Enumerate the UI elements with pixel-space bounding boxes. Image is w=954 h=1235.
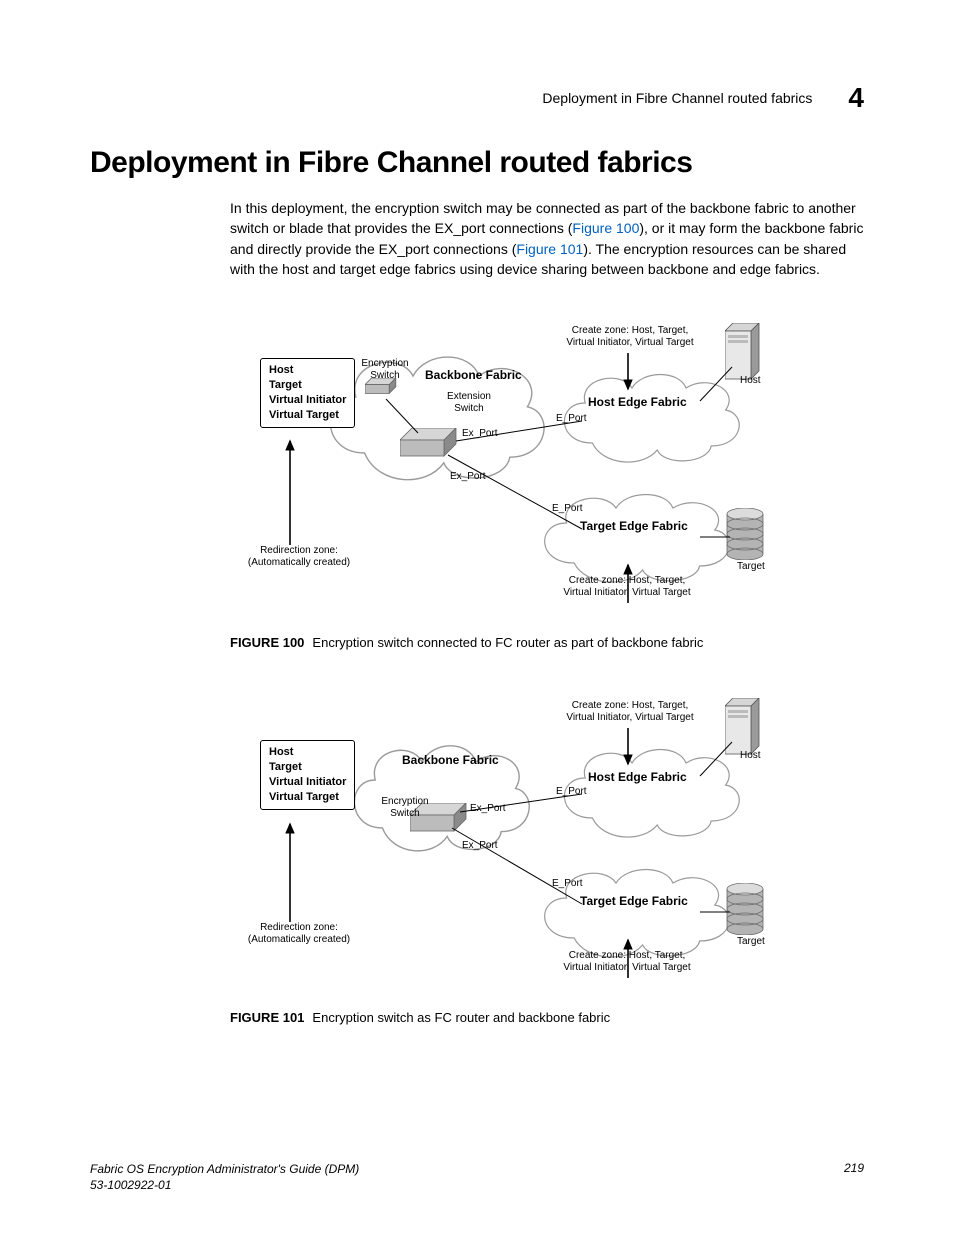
diagram-label: Host xyxy=(740,375,761,386)
diagram-label: EncryptionSwitch xyxy=(378,796,432,819)
figure-100-diagram: HostTargetVirtual InitiatorVirtual Targe… xyxy=(230,313,770,613)
diagram-label: Host xyxy=(740,750,761,761)
footer-left: Fabric OS Encryption Administrator's Gui… xyxy=(90,1161,359,1193)
diagram-label: E_Port xyxy=(556,786,587,797)
diagram-label: Redirection zone:(Automatically created) xyxy=(234,545,364,568)
figure-101-link[interactable]: Figure 101 xyxy=(516,241,583,257)
figure-100-text: Encryption switch connected to FC router… xyxy=(312,635,703,650)
page-footer: Fabric OS Encryption Administrator's Gui… xyxy=(90,1161,864,1193)
chapter-number: 4 xyxy=(848,82,864,114)
diagram-label: Backbone Fabric xyxy=(402,753,499,767)
diagram-label: Create zone: Host, Target,Virtual Initia… xyxy=(555,700,705,723)
diagram-label: E_Port xyxy=(552,878,583,889)
diagram-label: Target xyxy=(737,936,765,947)
figure-101-diagram: HostTargetVirtual InitiatorVirtual Targe… xyxy=(230,698,770,988)
diagram-label: Target Edge Fabric xyxy=(580,894,688,908)
diagram-label: Backbone Fabric xyxy=(425,368,522,382)
section-title: Deployment in Fibre Channel routed fabri… xyxy=(90,146,864,180)
figure-100-block: HostTargetVirtual InitiatorVirtual Targe… xyxy=(230,313,864,650)
running-head-text: Deployment in Fibre Channel routed fabri… xyxy=(542,90,812,106)
footer-pub: 53-1002922-01 xyxy=(90,1178,171,1192)
figure-100-link[interactable]: Figure 100 xyxy=(572,220,639,236)
diagram-label: E_Port xyxy=(556,413,587,424)
diagram-label: Ex_Port xyxy=(462,840,498,851)
diagram-label: Ex_Port xyxy=(462,428,498,439)
page: Deployment in Fibre Channel routed fabri… xyxy=(0,0,954,1235)
figure-101-caption: FIGURE 101 Encryption switch as FC router… xyxy=(230,1010,864,1025)
diagram-label: ExtensionSwitch xyxy=(442,391,496,414)
figure-101-text: Encryption switch as FC router and backb… xyxy=(312,1010,610,1025)
figure-100-caption: FIGURE 100 Encryption switch connected to… xyxy=(230,635,864,650)
diagram-label: Host Edge Fabric xyxy=(588,770,687,784)
footer-page: 219 xyxy=(844,1161,864,1193)
footer-book: Fabric OS Encryption Administrator's Gui… xyxy=(90,1162,359,1176)
diagram-label: Host Edge Fabric xyxy=(588,395,687,409)
figure-101-block: HostTargetVirtual InitiatorVirtual Targe… xyxy=(230,698,864,1025)
intro-paragraph: In this deployment, the encryption switc… xyxy=(230,198,864,279)
diagram-label: Create zone: Host, Target,Virtual Initia… xyxy=(555,325,705,348)
diagram-label: Create zone: Host, Target,Virtual Initia… xyxy=(552,950,702,973)
running-head: Deployment in Fibre Channel routed fabri… xyxy=(542,82,864,114)
diagram-label: Create zone: Host, Target,Virtual Initia… xyxy=(552,575,702,598)
diagram-label: Ex_Port xyxy=(450,471,486,482)
diagram-label: Redirection zone:(Automatically created) xyxy=(234,922,364,945)
diagram-label: EncryptionSwitch xyxy=(358,358,412,381)
diagram-label: Ex_Port xyxy=(470,803,506,814)
figure-101-label: FIGURE 101 xyxy=(230,1010,304,1025)
figure-100-label: FIGURE 100 xyxy=(230,635,304,650)
diagram-label: Target Edge Fabric xyxy=(580,519,688,533)
diagram-label: E_Port xyxy=(552,503,583,514)
diagram-label: Target xyxy=(737,561,765,572)
